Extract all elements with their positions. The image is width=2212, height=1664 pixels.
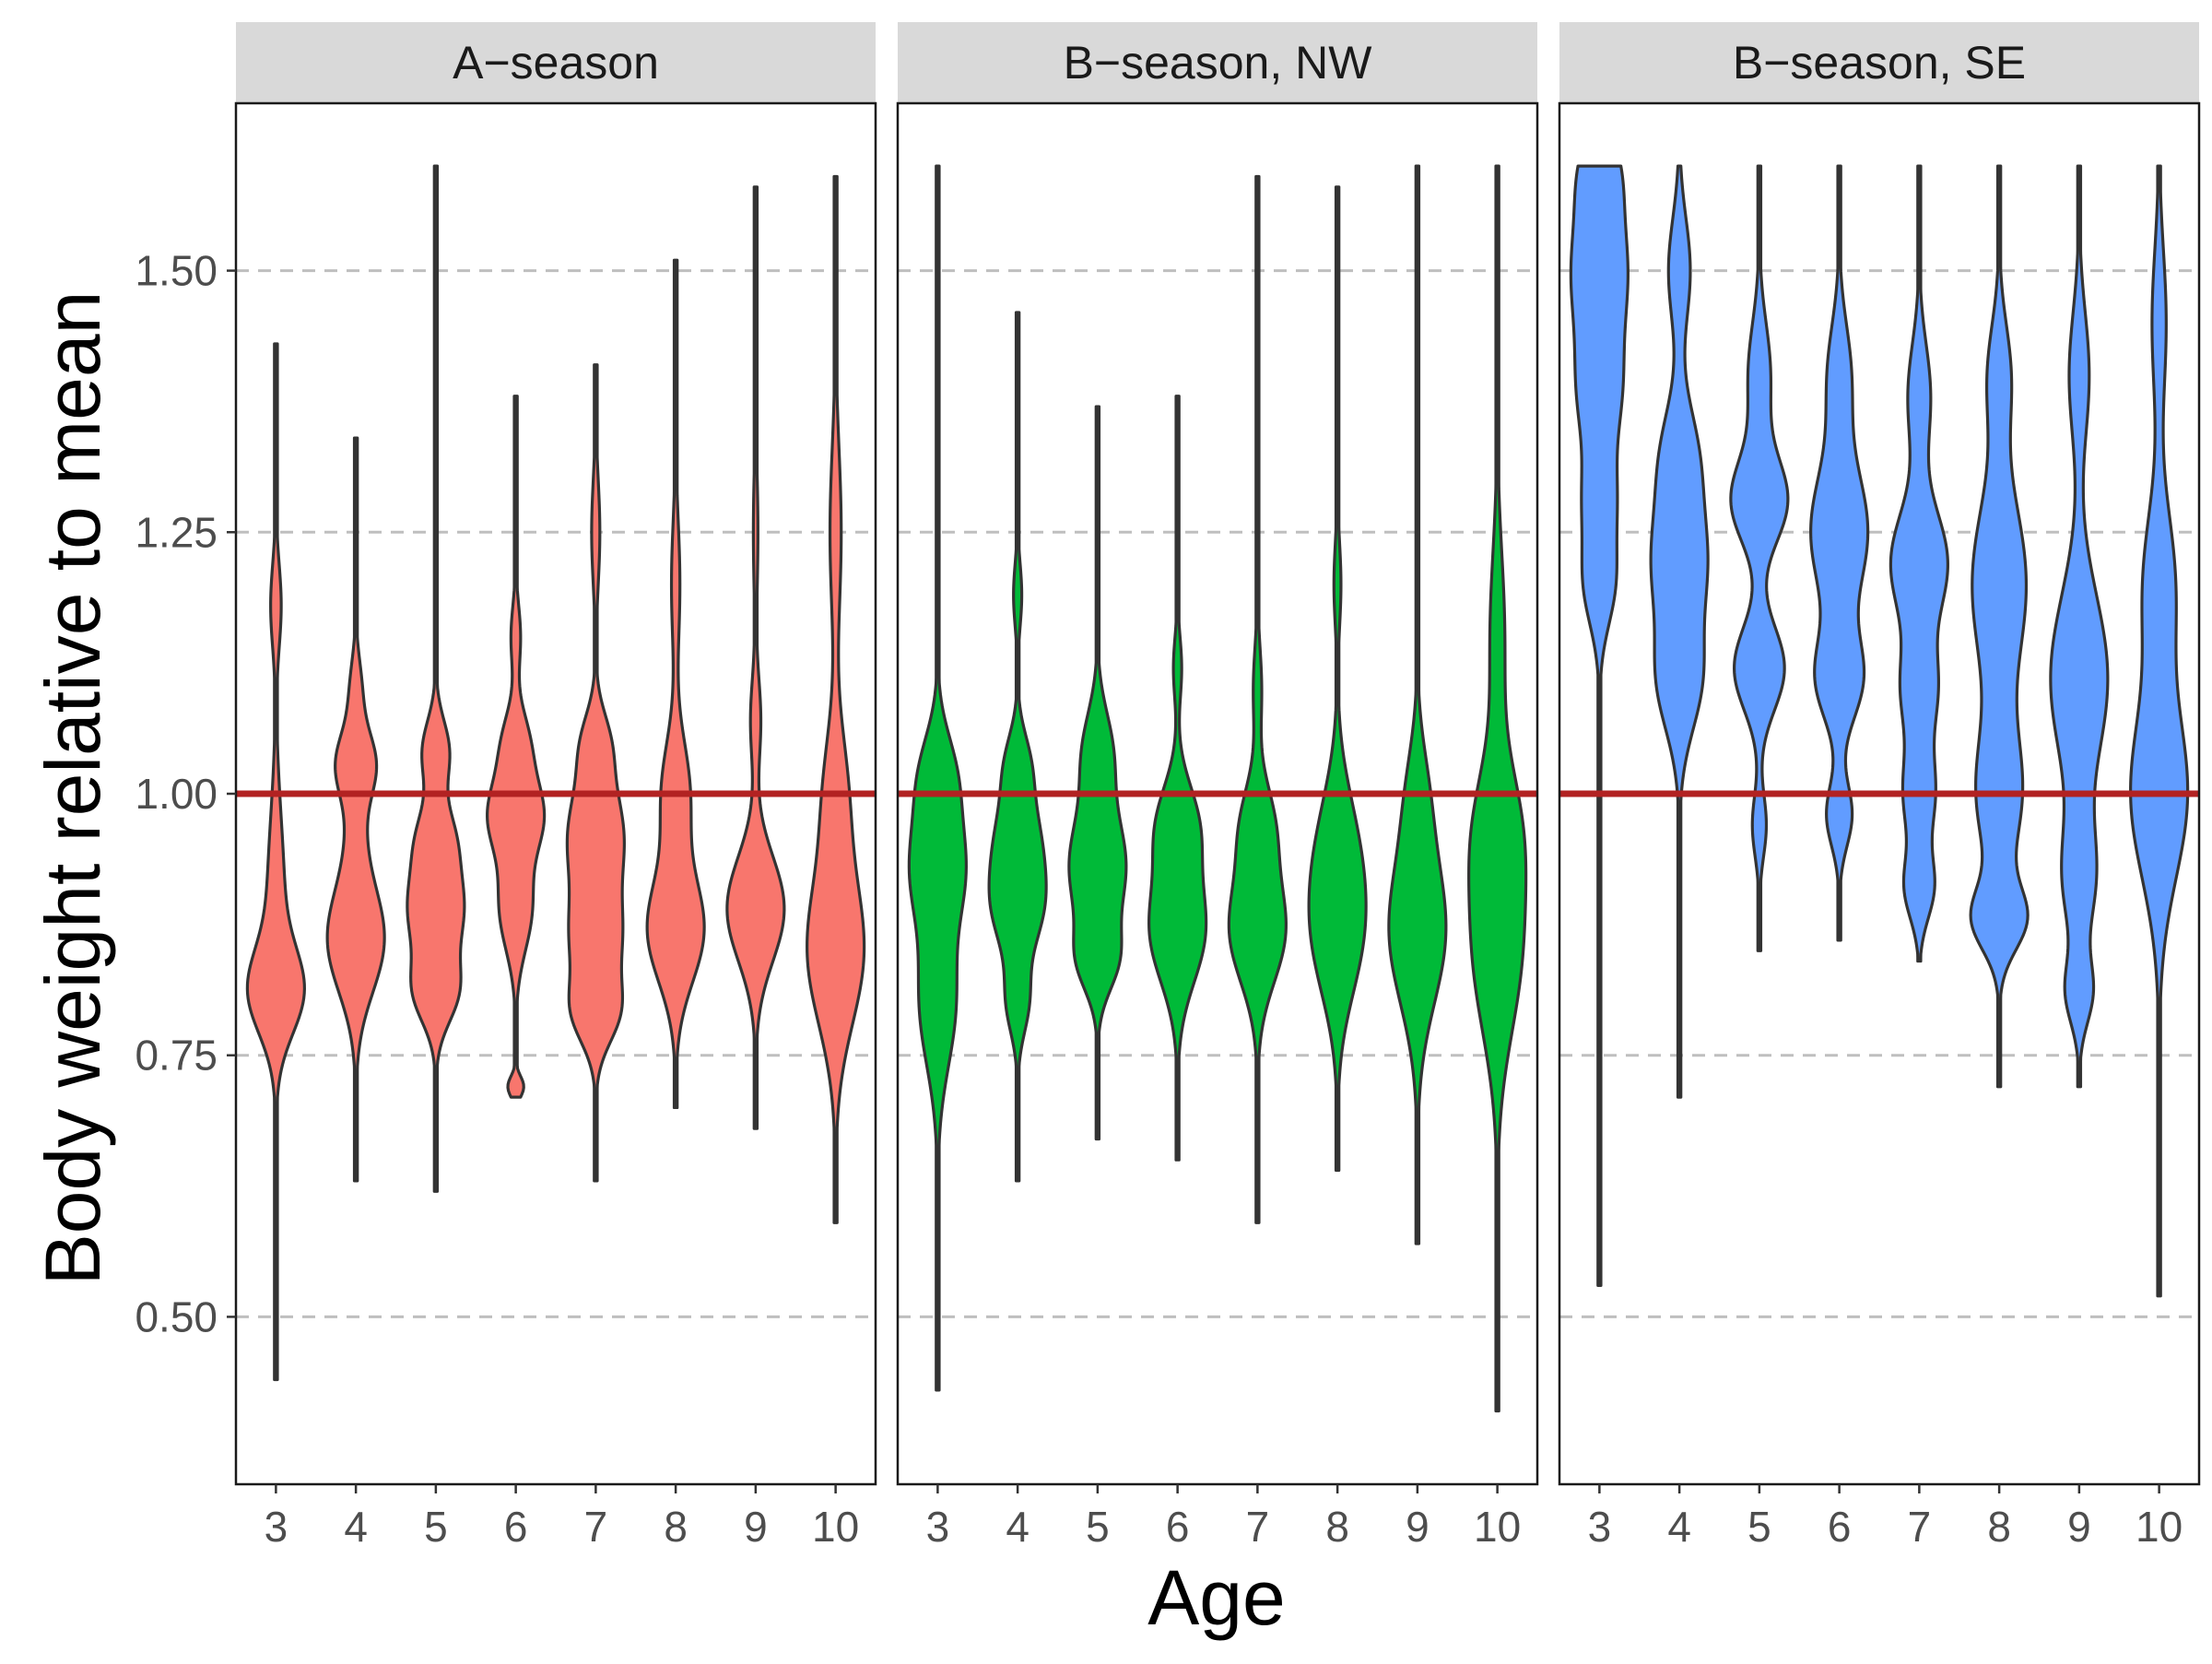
panel-border (1558, 101, 2201, 1486)
violin-age-7 (565, 363, 626, 1183)
x-tick-label: 10 (812, 1503, 859, 1551)
facet-strip (898, 22, 1537, 103)
violin-age-10 (806, 174, 866, 1224)
x-tick-label: 9 (1406, 1503, 1430, 1551)
x-tick-label: 5 (1086, 1503, 1110, 1551)
violin-age-5 (1729, 164, 1790, 952)
x-tick-label: 4 (1667, 1503, 1691, 1551)
x-tick-label: 8 (664, 1503, 688, 1551)
x-tick-label: 7 (1246, 1503, 1270, 1551)
facet-strip (236, 22, 876, 103)
violin-age-5 (1067, 405, 1128, 1141)
x-tick-label: 4 (1006, 1503, 1030, 1551)
y-tick-label: 1.25 (135, 508, 218, 556)
violin-age-10 (2129, 164, 2190, 1298)
x-tick-label: 5 (1747, 1503, 1771, 1551)
violin-age-9 (2049, 164, 2110, 1089)
x-tick-label: 10 (2136, 1503, 2183, 1551)
violin-age-4 (987, 311, 1048, 1183)
panel-border (896, 101, 1539, 1486)
violin-age-4 (1649, 164, 1710, 1099)
y-tick-label: 0.50 (135, 1292, 218, 1340)
violin-age-8 (1969, 164, 2030, 1089)
x-tick-label: 9 (2067, 1503, 2091, 1551)
facet-strip (1559, 22, 2199, 103)
violin-age-3 (1569, 164, 1630, 1287)
facet-panel: B−season, SE 3 4 5 6 7 8 9 10 (1558, 22, 2201, 1551)
violin-age-3 (245, 342, 306, 1382)
violin-age-8 (645, 258, 706, 1110)
violin-age-3 (907, 164, 968, 1392)
y-tick-label: 0.75 (135, 1032, 218, 1080)
y-tick-label: 1.00 (135, 770, 218, 818)
facet-title: B−season, NW (1064, 37, 1373, 89)
violin-age-9 (725, 185, 786, 1130)
facet-panel: B−season, NW 3 4 5 6 7 8 9 10 (896, 22, 1539, 1551)
x-tick-label: 7 (1908, 1503, 1932, 1551)
violin-age-4 (325, 436, 386, 1183)
y-axis-title: Body weight relative to mean (29, 291, 116, 1286)
x-tick-label: 6 (1828, 1503, 1852, 1551)
facet-panel: A−season 3 4 5 6 7 8 9 10 (234, 22, 877, 1551)
x-tick-label: 3 (1588, 1503, 1612, 1551)
x-tick-label: 8 (1987, 1503, 2011, 1551)
facet-title: A−season (453, 37, 659, 89)
x-tick-label: 6 (1166, 1503, 1190, 1551)
x-axis-title: Age (1147, 1554, 1285, 1641)
violin-age-6 (1147, 395, 1208, 1162)
violin-age-7 (1888, 164, 1949, 963)
x-tick-label: 3 (926, 1503, 950, 1551)
y-axis: 0.50 0.75 1.00 1.25 1.50 (135, 247, 236, 1340)
x-tick-label: 4 (344, 1503, 368, 1551)
y-tick-label: 1.50 (135, 247, 218, 295)
violin-age-5 (406, 164, 466, 1193)
x-tick-label: 5 (424, 1503, 448, 1551)
x-tick-label: 3 (265, 1503, 288, 1551)
x-tick-label: 10 (1474, 1503, 1521, 1551)
violin-age-10 (1467, 164, 1528, 1413)
violin-age-8 (1307, 185, 1368, 1173)
violin-age-7 (1227, 174, 1288, 1224)
facet-title: B−season, SE (1733, 37, 2026, 89)
x-tick-label: 7 (584, 1503, 608, 1551)
violin-age-9 (1387, 164, 1448, 1245)
x-tick-label: 8 (1325, 1503, 1349, 1551)
x-tick-label: 9 (744, 1503, 768, 1551)
violin-age-6 (486, 395, 547, 1099)
violin-age-6 (1809, 164, 1870, 942)
x-tick-label: 6 (504, 1503, 528, 1551)
